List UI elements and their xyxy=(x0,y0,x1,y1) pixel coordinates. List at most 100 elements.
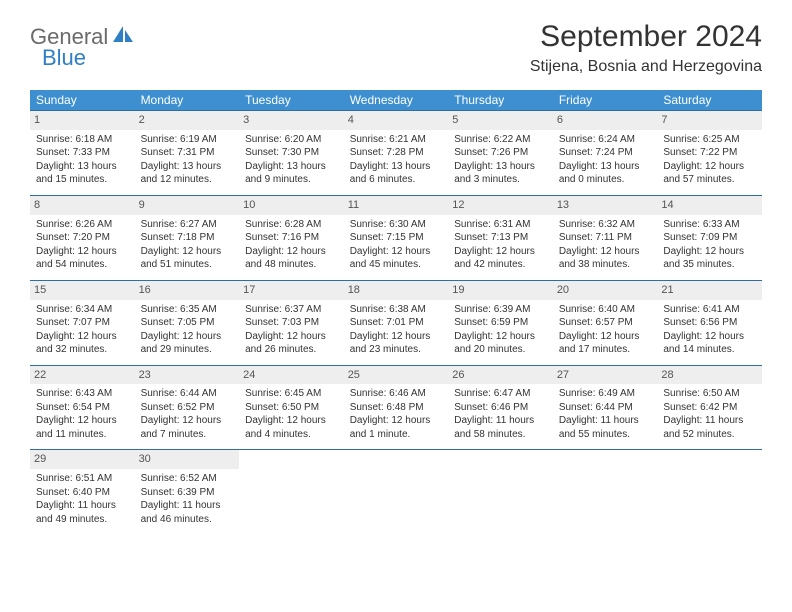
day-number: 6 xyxy=(553,111,658,130)
day-number: 19 xyxy=(448,281,553,300)
sunrise-text: Sunrise: 6:28 AM xyxy=(245,218,338,232)
sunset-text: Sunset: 7:01 PM xyxy=(350,316,443,330)
sunrise-text: Sunrise: 6:20 AM xyxy=(245,133,338,147)
logo-text-blue: Blue xyxy=(42,45,86,70)
daylight-text: Daylight: 13 hours and 12 minutes. xyxy=(141,160,234,187)
sunrise-text: Sunrise: 6:33 AM xyxy=(663,218,756,232)
daylight-text: Daylight: 12 hours and 51 minutes. xyxy=(141,245,234,272)
calendar-day: 22 Sunrise: 6:43 AMSunset: 6:54 PMDayligh… xyxy=(30,365,135,450)
day-number: 11 xyxy=(344,196,449,215)
sunset-text: Sunset: 6:40 PM xyxy=(36,486,129,500)
daylight-text: Daylight: 12 hours and 1 minute. xyxy=(350,414,443,441)
sunrise-text: Sunrise: 6:25 AM xyxy=(663,133,756,147)
day-number: 18 xyxy=(344,281,449,300)
day-number: 1 xyxy=(30,111,135,130)
sunset-text: Sunset: 6:39 PM xyxy=(141,486,234,500)
daylight-text: Daylight: 13 hours and 6 minutes. xyxy=(350,160,443,187)
day-number: 23 xyxy=(135,366,240,385)
day-number: 21 xyxy=(657,281,762,300)
calendar-day: 27Sunrise: 6:49 AMSunset: 6:44 PMDayligh… xyxy=(553,365,658,450)
daylight-text: Daylight: 12 hours and 11 minutes. xyxy=(36,414,129,441)
title-block: September 2024 Stijena, Bosnia and Herze… xyxy=(530,20,762,76)
day-number: 10 xyxy=(239,196,344,215)
calendar-empty xyxy=(553,450,658,534)
daylight-text: Daylight: 12 hours and 7 minutes. xyxy=(141,414,234,441)
sunrise-text: Sunrise: 6:43 AM xyxy=(36,387,129,401)
calendar-day: 4Sunrise: 6:21 AMSunset: 7:28 PMDaylight… xyxy=(344,111,449,196)
sunrise-text: Sunrise: 6:24 AM xyxy=(559,133,652,147)
day-number: 22 xyxy=(30,366,135,385)
daylight-text: Daylight: 13 hours and 3 minutes. xyxy=(454,160,547,187)
sunrise-text: Sunrise: 6:21 AM xyxy=(350,133,443,147)
daylight-text: Daylight: 12 hours and 48 minutes. xyxy=(245,245,338,272)
sunrise-text: Sunrise: 6:39 AM xyxy=(454,303,547,317)
daylight-text: Daylight: 12 hours and 54 minutes. xyxy=(36,245,129,272)
day-number: 17 xyxy=(239,281,344,300)
weekday-header: Tuesday xyxy=(239,90,344,111)
calendar-day: 25Sunrise: 6:46 AMSunset: 6:48 PMDayligh… xyxy=(344,365,449,450)
sunrise-text: Sunrise: 6:50 AM xyxy=(663,387,756,401)
calendar-table: SundayMondayTuesdayWednesdayThursdayFrid… xyxy=(30,90,762,534)
day-number: 16 xyxy=(135,281,240,300)
daylight-text: Daylight: 11 hours and 55 minutes. xyxy=(559,414,652,441)
sunset-text: Sunset: 7:20 PM xyxy=(36,231,129,245)
calendar-day: 6Sunrise: 6:24 AMSunset: 7:24 PMDaylight… xyxy=(553,111,658,196)
calendar-day: 8Sunrise: 6:26 AMSunset: 7:20 PMDaylight… xyxy=(30,195,135,280)
day-number: 28 xyxy=(657,366,762,385)
sunrise-text: Sunrise: 6:38 AM xyxy=(350,303,443,317)
day-number: 26 xyxy=(448,366,553,385)
sunrise-text: Sunrise: 6:18 AM xyxy=(36,133,129,147)
weekday-row: SundayMondayTuesdayWednesdayThursdayFrid… xyxy=(30,90,762,111)
day-number: 5 xyxy=(448,111,553,130)
calendar-day: 5Sunrise: 6:22 AMSunset: 7:26 PMDaylight… xyxy=(448,111,553,196)
calendar-day: 11Sunrise: 6:30 AMSunset: 7:15 PMDayligh… xyxy=(344,195,449,280)
sunset-text: Sunset: 6:48 PM xyxy=(350,401,443,415)
sunset-text: Sunset: 7:28 PM xyxy=(350,146,443,160)
day-number: 27 xyxy=(553,366,658,385)
daylight-text: Daylight: 12 hours and 45 minutes. xyxy=(350,245,443,272)
sunset-text: Sunset: 7:24 PM xyxy=(559,146,652,160)
weekday-header: Saturday xyxy=(657,90,762,111)
calendar-day: 1Sunrise: 6:18 AMSunset: 7:33 PMDaylight… xyxy=(30,111,135,196)
sunset-text: Sunset: 6:46 PM xyxy=(454,401,547,415)
calendar-head: SundayMondayTuesdayWednesdayThursdayFrid… xyxy=(30,90,762,111)
calendar-day: 20Sunrise: 6:40 AMSunset: 6:57 PMDayligh… xyxy=(553,280,658,365)
sunset-text: Sunset: 7:18 PM xyxy=(141,231,234,245)
weekday-header: Friday xyxy=(553,90,658,111)
daylight-text: Daylight: 12 hours and 32 minutes. xyxy=(36,330,129,357)
day-number: 9 xyxy=(135,196,240,215)
sunset-text: Sunset: 7:15 PM xyxy=(350,231,443,245)
daylight-text: Daylight: 12 hours and 38 minutes. xyxy=(559,245,652,272)
calendar-week: 22Sunrise: 6:43 AMSunset: 6:54 PMDayligh… xyxy=(30,365,762,450)
sunset-text: Sunset: 7:03 PM xyxy=(245,316,338,330)
sunset-text: Sunset: 6:54 PM xyxy=(36,401,129,415)
calendar-page: General September 2024 Stijena, Bosnia a… xyxy=(0,0,792,554)
sunrise-text: Sunrise: 6:41 AM xyxy=(663,303,756,317)
sunset-text: Sunset: 6:57 PM xyxy=(559,316,652,330)
sunset-text: Sunset: 6:59 PM xyxy=(454,316,547,330)
calendar-day: 28Sunrise: 6:50 AMSunset: 6:42 PMDayligh… xyxy=(657,365,762,450)
sunset-text: Sunset: 7:05 PM xyxy=(141,316,234,330)
daylight-text: Daylight: 11 hours and 58 minutes. xyxy=(454,414,547,441)
calendar-day: 29Sunrise: 6:51 AMSunset: 6:40 PMDayligh… xyxy=(30,450,135,534)
sail-icon xyxy=(112,25,134,48)
calendar-week: 29Sunrise: 6:51 AMSunset: 6:40 PMDayligh… xyxy=(30,450,762,534)
sunrise-text: Sunrise: 6:47 AM xyxy=(454,387,547,401)
calendar-empty xyxy=(239,450,344,534)
month-title: September 2024 xyxy=(530,20,762,54)
calendar-day: 30Sunrise: 6:52 AMSunset: 6:39 PMDayligh… xyxy=(135,450,240,534)
sunset-text: Sunset: 7:16 PM xyxy=(245,231,338,245)
daylight-text: Daylight: 12 hours and 26 minutes. xyxy=(245,330,338,357)
day-number: 25 xyxy=(344,366,449,385)
logo-text-blue-wrap: Blue xyxy=(42,45,86,71)
sunset-text: Sunset: 6:50 PM xyxy=(245,401,338,415)
day-number: 3 xyxy=(239,111,344,130)
daylight-text: Daylight: 12 hours and 20 minutes. xyxy=(454,330,547,357)
daylight-text: Daylight: 11 hours and 49 minutes. xyxy=(36,499,129,526)
sunrise-text: Sunrise: 6:26 AM xyxy=(36,218,129,232)
calendar-day: 2Sunrise: 6:19 AMSunset: 7:31 PMDaylight… xyxy=(135,111,240,196)
day-number: 29 xyxy=(30,450,135,469)
sunrise-text: Sunrise: 6:49 AM xyxy=(559,387,652,401)
sunset-text: Sunset: 6:52 PM xyxy=(141,401,234,415)
sunrise-text: Sunrise: 6:34 AM xyxy=(36,303,129,317)
